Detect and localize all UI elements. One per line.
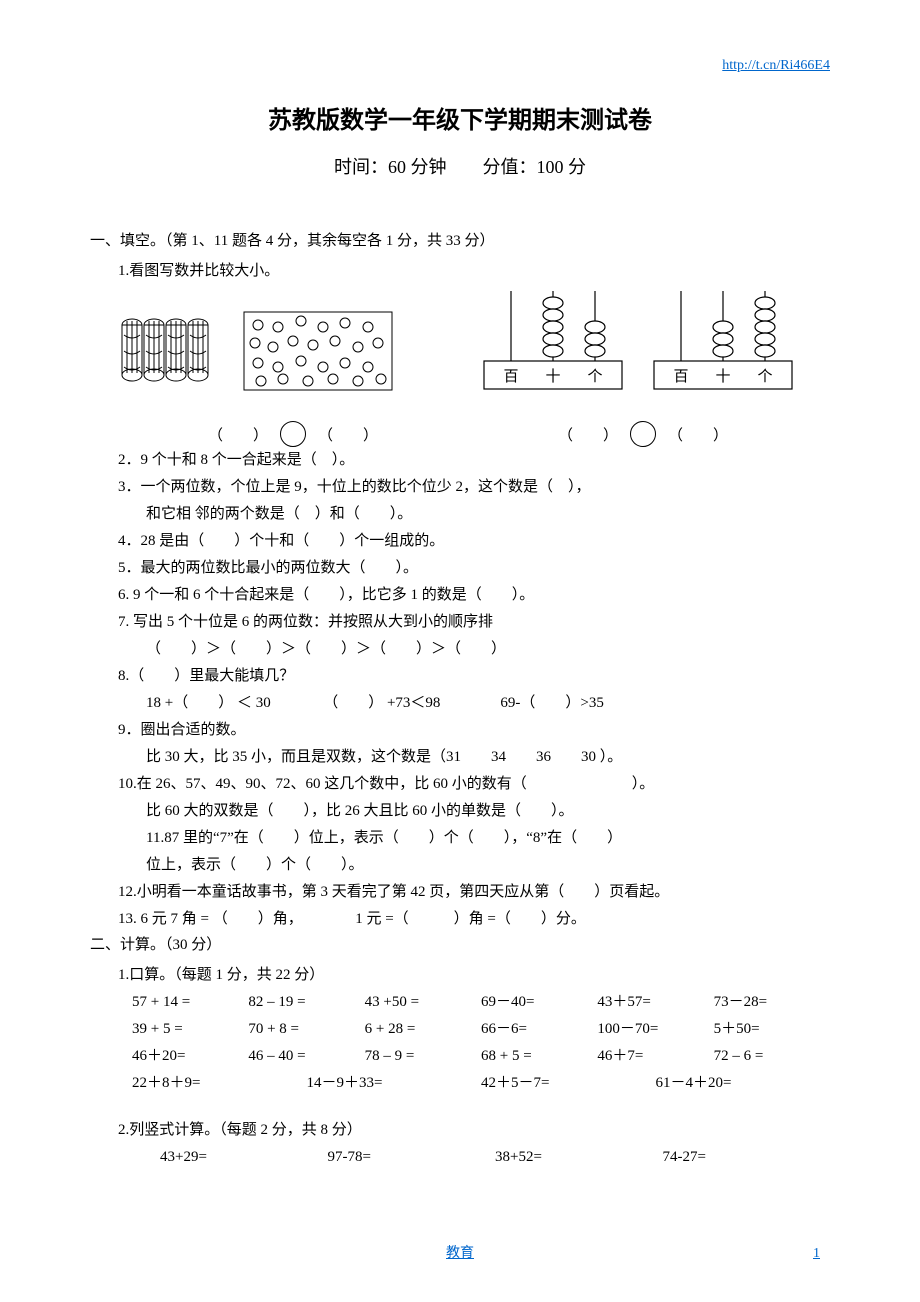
calc-cell: 82 – 19 =	[248, 989, 364, 1016]
abacus-figure-2: 百 十 个	[653, 291, 793, 391]
calc-row-4: 22＋8＋9= 14－9＋33= 42＋5－7= 61－4＋20=	[132, 1070, 830, 1097]
calc-row-3: 46＋20= 46 – 40 = 78 – 9 = 68 + 5 = 46＋7=…	[132, 1043, 830, 1070]
sticks-svg	[118, 311, 213, 391]
abacus2-shi: 十	[715, 368, 730, 385]
q3b: 和它相 邻的两个数是（ ）和（ ）。	[146, 501, 830, 528]
s2q1-head: 1.口算。（每题 1 分，共 22 分）	[118, 962, 830, 989]
q8a: 8.（ ）里最大能填几？	[118, 663, 830, 690]
blank-paren: （ ）	[668, 424, 728, 445]
section-2-heading: 二、计算。（30 分）	[90, 933, 830, 954]
blank-paren: （ ）	[558, 424, 618, 445]
q11b: 位上，表示（ ）个（ ）。	[146, 852, 830, 879]
calc-cell: 22＋8＋9=	[132, 1070, 307, 1097]
q1-compare-row: （ ） （ ） （ ） （ ）	[118, 421, 830, 447]
calc-cell: 43＋57=	[597, 989, 713, 1016]
q9a: 9．圈出合适的数。	[118, 717, 830, 744]
calc-cell: 46 – 40 =	[248, 1043, 364, 1070]
calc-cell: 61－4＋20=	[656, 1070, 831, 1097]
abacus2-bai: 百	[673, 369, 688, 385]
q2: 2．9 个十和 8 个一合起来是（ ）。	[118, 447, 830, 474]
abacus2-ge: 个	[757, 368, 772, 385]
footer: 教育	[0, 1242, 920, 1262]
abacus2-svg: 百 十 个	[653, 291, 793, 391]
blank-paren: （ ）	[208, 424, 268, 445]
q3a: 3．一个两位数，个位上是 9，十位上的数比个位少 2，这个数是（ ），	[118, 474, 830, 501]
calc-cell: 14－9＋33=	[307, 1070, 482, 1097]
q9b: 比 30 大，比 35 小，而且是双数，这个数是（31 34 36 30 ）。	[146, 744, 830, 771]
calc-cell: 66－6=	[481, 1016, 597, 1043]
section-1-heading: 一、填空。（第 1、11 题各 4 分，其余每空各 1 分，共 33 分）	[90, 229, 830, 250]
q5: 5．最大的两位数比最小的两位数大（ ）。	[118, 555, 830, 582]
calc-cell: 39 + 5 =	[132, 1016, 248, 1043]
q11a: 11.87 里的“7”在（ ）位上，表示（ ）个（ ），“8”在（ ）	[146, 825, 830, 852]
time-label: 时间：	[334, 157, 388, 177]
calc-cell: 70 + 8 =	[248, 1016, 364, 1043]
abacus1-svg: 百 十 个	[483, 291, 623, 391]
vcalc-cell: 38+52=	[495, 1144, 663, 1171]
abacus1-ge: 个	[587, 368, 602, 385]
q8b: 18 +（ ） ＜ 30 （ ） +73＜98 69-（ ）>35	[146, 690, 830, 717]
q7b: （ ）＞（ ）＞（ ）＞（ ）＞（ ）	[146, 636, 830, 663]
abacus1-shi: 十	[545, 368, 560, 385]
page-number[interactable]: 1	[813, 1246, 820, 1262]
time-value: 60 分钟	[388, 157, 447, 177]
calc-cell: 100－70=	[597, 1016, 713, 1043]
q10b: 比 60 大的双数是（ ），比 26 大且比 60 小的单数是（ ）。	[146, 798, 830, 825]
compare-circle-icon	[630, 421, 656, 447]
circles-box-figure	[243, 311, 393, 391]
score-value: 100 分	[537, 157, 587, 177]
calc-cell: 57 + 14 =	[132, 989, 248, 1016]
page: http://t.cn/Ri466E4 苏教版数学一年级下学期期末测试卷 时间：…	[0, 0, 920, 1302]
calc-cell: 68 + 5 =	[481, 1043, 597, 1070]
calc-row-1: 57 + 14 = 82 – 19 = 43 +50 = 69－40= 43＋5…	[132, 989, 830, 1016]
abacus-figure-1: 百 十 个	[483, 291, 623, 391]
vcalc-row: 43+29= 97-78= 38+52= 74-27=	[160, 1144, 830, 1171]
s2q2-head: 2.列竖式计算。（每题 2 分，共 8 分）	[118, 1117, 830, 1144]
q6: 6. 9 个一和 6 个十合起来是（ ），比它多 1 的数是（ ）。	[118, 582, 830, 609]
calc-cell: 72 – 6 =	[714, 1043, 830, 1070]
q10a: 10.在 26、57、49、90、72、60 这几个数中，比 60 小的数有（ …	[118, 771, 830, 798]
vcalc-cell: 74-27=	[663, 1144, 831, 1171]
q13: 13. 6 元 7 角 = （ ）角， 1 元 =（ ）角 =（ ）分。	[118, 906, 830, 933]
vcalc-cell: 97-78=	[328, 1144, 496, 1171]
page-title: 苏教版数学一年级下学期期末测试卷	[90, 100, 830, 135]
calc-cell: 43 +50 =	[365, 989, 481, 1016]
page-subtitle: 时间：60 分钟 分值：100 分	[90, 153, 830, 179]
calc-cell: 5＋50=	[714, 1016, 830, 1043]
calc-cell: 73－28=	[714, 989, 830, 1016]
header-url-link[interactable]: http://t.cn/Ri466E4	[722, 58, 830, 74]
calc-cell: 69－40=	[481, 989, 597, 1016]
calc-cell: 46＋7=	[597, 1043, 713, 1070]
vcalc-cell: 43+29=	[160, 1144, 328, 1171]
q1-figure-row: 百 十 个	[118, 291, 830, 391]
footer-link[interactable]: 教育	[446, 1246, 474, 1261]
q1-text: 1.看图写数并比较大小。	[118, 258, 830, 285]
sticks-figure	[118, 311, 213, 391]
abacus1-bai: 百	[503, 369, 518, 385]
blank-paren: （ ）	[318, 424, 378, 445]
calc-row-2: 39 + 5 = 70 + 8 = 6 + 28 = 66－6= 100－70=…	[132, 1016, 830, 1043]
calc-cell: 78 – 9 =	[365, 1043, 481, 1070]
circles-svg	[243, 311, 393, 391]
score-label: 分值：	[483, 157, 537, 177]
q12: 12.小明看一本童话故事书，第 3 天看完了第 42 页，第四天应从第（ ）页看…	[118, 879, 830, 906]
q4: 4．28 是由（ ）个十和（ ）个一组成的。	[118, 528, 830, 555]
calc-cell: 6 + 28 =	[365, 1016, 481, 1043]
q7a: 7. 写出 5 个十位是 6 的两位数：并按照从大到小的顺序排	[118, 609, 830, 636]
calc-cell: 46＋20=	[132, 1043, 248, 1070]
calc-cell: 42＋5－7=	[481, 1070, 656, 1097]
compare-circle-icon	[280, 421, 306, 447]
